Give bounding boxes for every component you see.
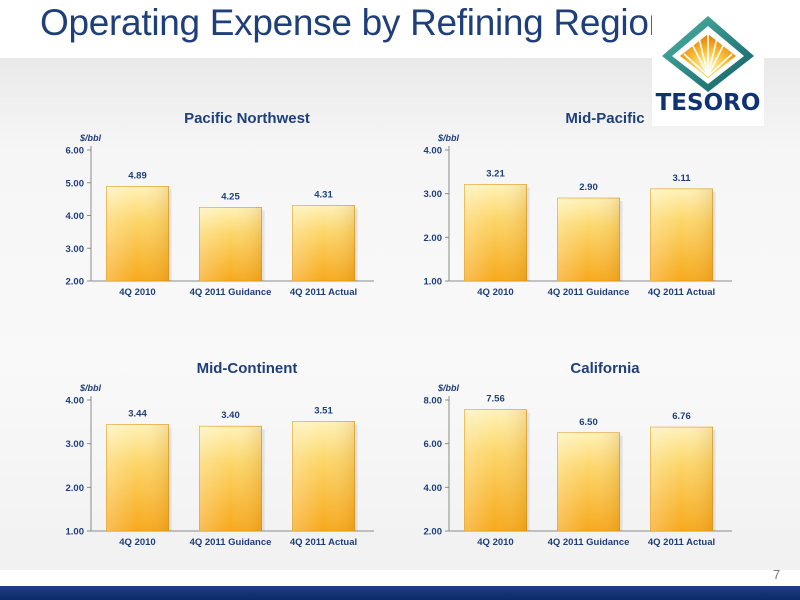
bar-shadow — [354, 208, 358, 281]
bar-sheen — [292, 205, 355, 281]
y-axis-unit-label: $/bbl — [437, 133, 460, 143]
x-category-label: 4Q 2011 Guidance — [548, 537, 630, 548]
chart-title: California — [570, 360, 640, 377]
y-axis-unit-label: $/bbl — [79, 133, 102, 143]
bar-value-label: 3.51 — [314, 405, 333, 416]
chart-svg: Pacific Northwest $/bbl 2.00 3.00 4.00 5.00 6.… — [66, 110, 374, 298]
bar-value-label: 6.50 — [579, 417, 598, 428]
chart-california: California $/bbl 2.00 4.00 6.00 8.00 7.56 4Q 20… — [398, 350, 738, 560]
chart-svg: Mid-Continent $/bbl 1.00 2.00 3.00 4.00 3.44 4Q… — [66, 360, 374, 548]
page-number: 7 — [773, 567, 781, 582]
bar-value-label: 4.89 — [128, 170, 147, 181]
y-tick-label: 4.00 — [424, 483, 443, 494]
chart-pacific-northwest: Pacific Northwest $/bbl 2.00 3.00 4.00 5.00 6.… — [40, 100, 380, 310]
bar-sheen — [106, 186, 169, 281]
chart-mid-pacific: Mid-Pacific $/bbl 1.00 2.00 3.00 4.00 3.21 4Q 2… — [398, 100, 738, 310]
bar-sheen — [199, 426, 262, 531]
bar-value-label: 3.40 — [221, 410, 240, 421]
bar-value-label: 7.56 — [486, 394, 505, 405]
bar-sheen — [199, 207, 262, 281]
bar-shadow — [712, 430, 716, 531]
chart-title: Pacific Northwest — [184, 110, 310, 127]
y-tick-label: 2.00 — [66, 483, 85, 494]
x-category-label: 4Q 2011 Guidance — [548, 287, 630, 298]
page-title: Operating Expense by Refining Region — [40, 2, 669, 43]
y-tick-label: 1.00 — [66, 527, 85, 538]
bar-sheen — [464, 409, 527, 531]
x-category-label: 4Q 2011 Actual — [290, 537, 357, 548]
logo-wordmark: TESORO — [655, 90, 761, 116]
y-tick-label: 3.00 — [66, 244, 85, 255]
bar-value-label: 3.11 — [673, 173, 692, 184]
footer-bar — [0, 586, 800, 600]
bar-shadow — [526, 412, 530, 531]
y-tick-label: 4.00 — [424, 146, 443, 157]
bar-group — [650, 188, 716, 282]
bar-group — [292, 205, 358, 282]
bar-value-label: 4.25 — [221, 191, 240, 202]
y-axis-unit-label: $/bbl — [79, 383, 102, 393]
bar-value-label: 2.90 — [579, 182, 598, 193]
y-tick-label: 8.00 — [424, 396, 443, 407]
bar-group — [199, 207, 265, 282]
y-tick-label: 2.00 — [66, 277, 85, 288]
bar-shadow — [619, 201, 623, 281]
bar-shadow — [712, 191, 716, 281]
bar-sheen — [650, 427, 713, 531]
x-category-label: 4Q 2010 — [119, 537, 155, 548]
bar-group — [464, 409, 530, 532]
y-tick-label: 2.00 — [424, 233, 443, 244]
y-tick-label: 4.00 — [66, 211, 85, 222]
y-tick-label: 2.00 — [424, 527, 443, 538]
bar-group — [650, 426, 716, 532]
bar-value-label: 4.31 — [314, 189, 333, 200]
chart-title: Mid-Pacific — [565, 110, 644, 127]
bar-sheen — [650, 188, 713, 281]
bar-shadow — [354, 424, 358, 531]
y-tick-label: 6.00 — [424, 439, 443, 450]
bar-shadow — [619, 435, 623, 531]
bar-sheen — [464, 184, 527, 281]
chart-svg: Mid-Pacific $/bbl 1.00 2.00 3.00 4.00 3.21 4Q 2… — [424, 110, 732, 298]
bar-group — [199, 425, 265, 532]
bar-group — [292, 421, 358, 532]
x-category-label: 4Q 2010 — [119, 287, 155, 298]
chart-title: Mid-Continent — [197, 360, 298, 377]
x-category-label: 4Q 2010 — [477, 287, 513, 298]
bar-shadow — [168, 427, 172, 531]
y-tick-label: 3.00 — [66, 439, 85, 450]
bar-shadow — [261, 210, 265, 281]
bar-group — [557, 197, 623, 282]
y-tick-label: 3.00 — [424, 189, 443, 200]
bar-shadow — [168, 189, 172, 281]
bar-group — [464, 184, 530, 282]
y-tick-label: 6.00 — [66, 146, 85, 157]
logo-emblem-icon — [662, 16, 754, 92]
y-tick-label: 4.00 — [66, 396, 85, 407]
bar-sheen — [557, 432, 620, 531]
bar-group — [106, 186, 172, 282]
x-category-label: 4Q 2011 Actual — [290, 287, 357, 298]
x-category-label: 4Q 2010 — [477, 537, 513, 548]
bar-group — [557, 432, 623, 532]
x-category-label: 4Q 2011 Guidance — [190, 537, 272, 548]
bar-sheen — [557, 198, 620, 281]
bar-value-label: 3.21 — [486, 168, 505, 179]
bar-shadow — [526, 187, 530, 281]
tesoro-logo: TESORO — [652, 14, 764, 126]
y-tick-label: 1.00 — [424, 277, 443, 288]
bar-shadow — [261, 429, 265, 531]
chart-mid-continent: Mid-Continent $/bbl 1.00 2.00 3.00 4.00 3.44 4Q… — [40, 350, 380, 560]
bar-value-label: 3.44 — [128, 408, 147, 419]
x-category-label: 4Q 2011 Actual — [648, 537, 715, 548]
chart-svg: California $/bbl 2.00 4.00 6.00 8.00 7.56 4Q 20… — [424, 360, 732, 548]
bar-value-label: 6.76 — [672, 411, 691, 422]
y-tick-label: 5.00 — [66, 178, 85, 189]
x-category-label: 4Q 2011 Guidance — [190, 287, 272, 298]
y-axis-unit-label: $/bbl — [437, 383, 460, 393]
bar-group — [106, 424, 172, 532]
bar-sheen — [292, 421, 355, 531]
bar-sheen — [106, 424, 169, 531]
x-category-label: 4Q 2011 Actual — [648, 287, 715, 298]
